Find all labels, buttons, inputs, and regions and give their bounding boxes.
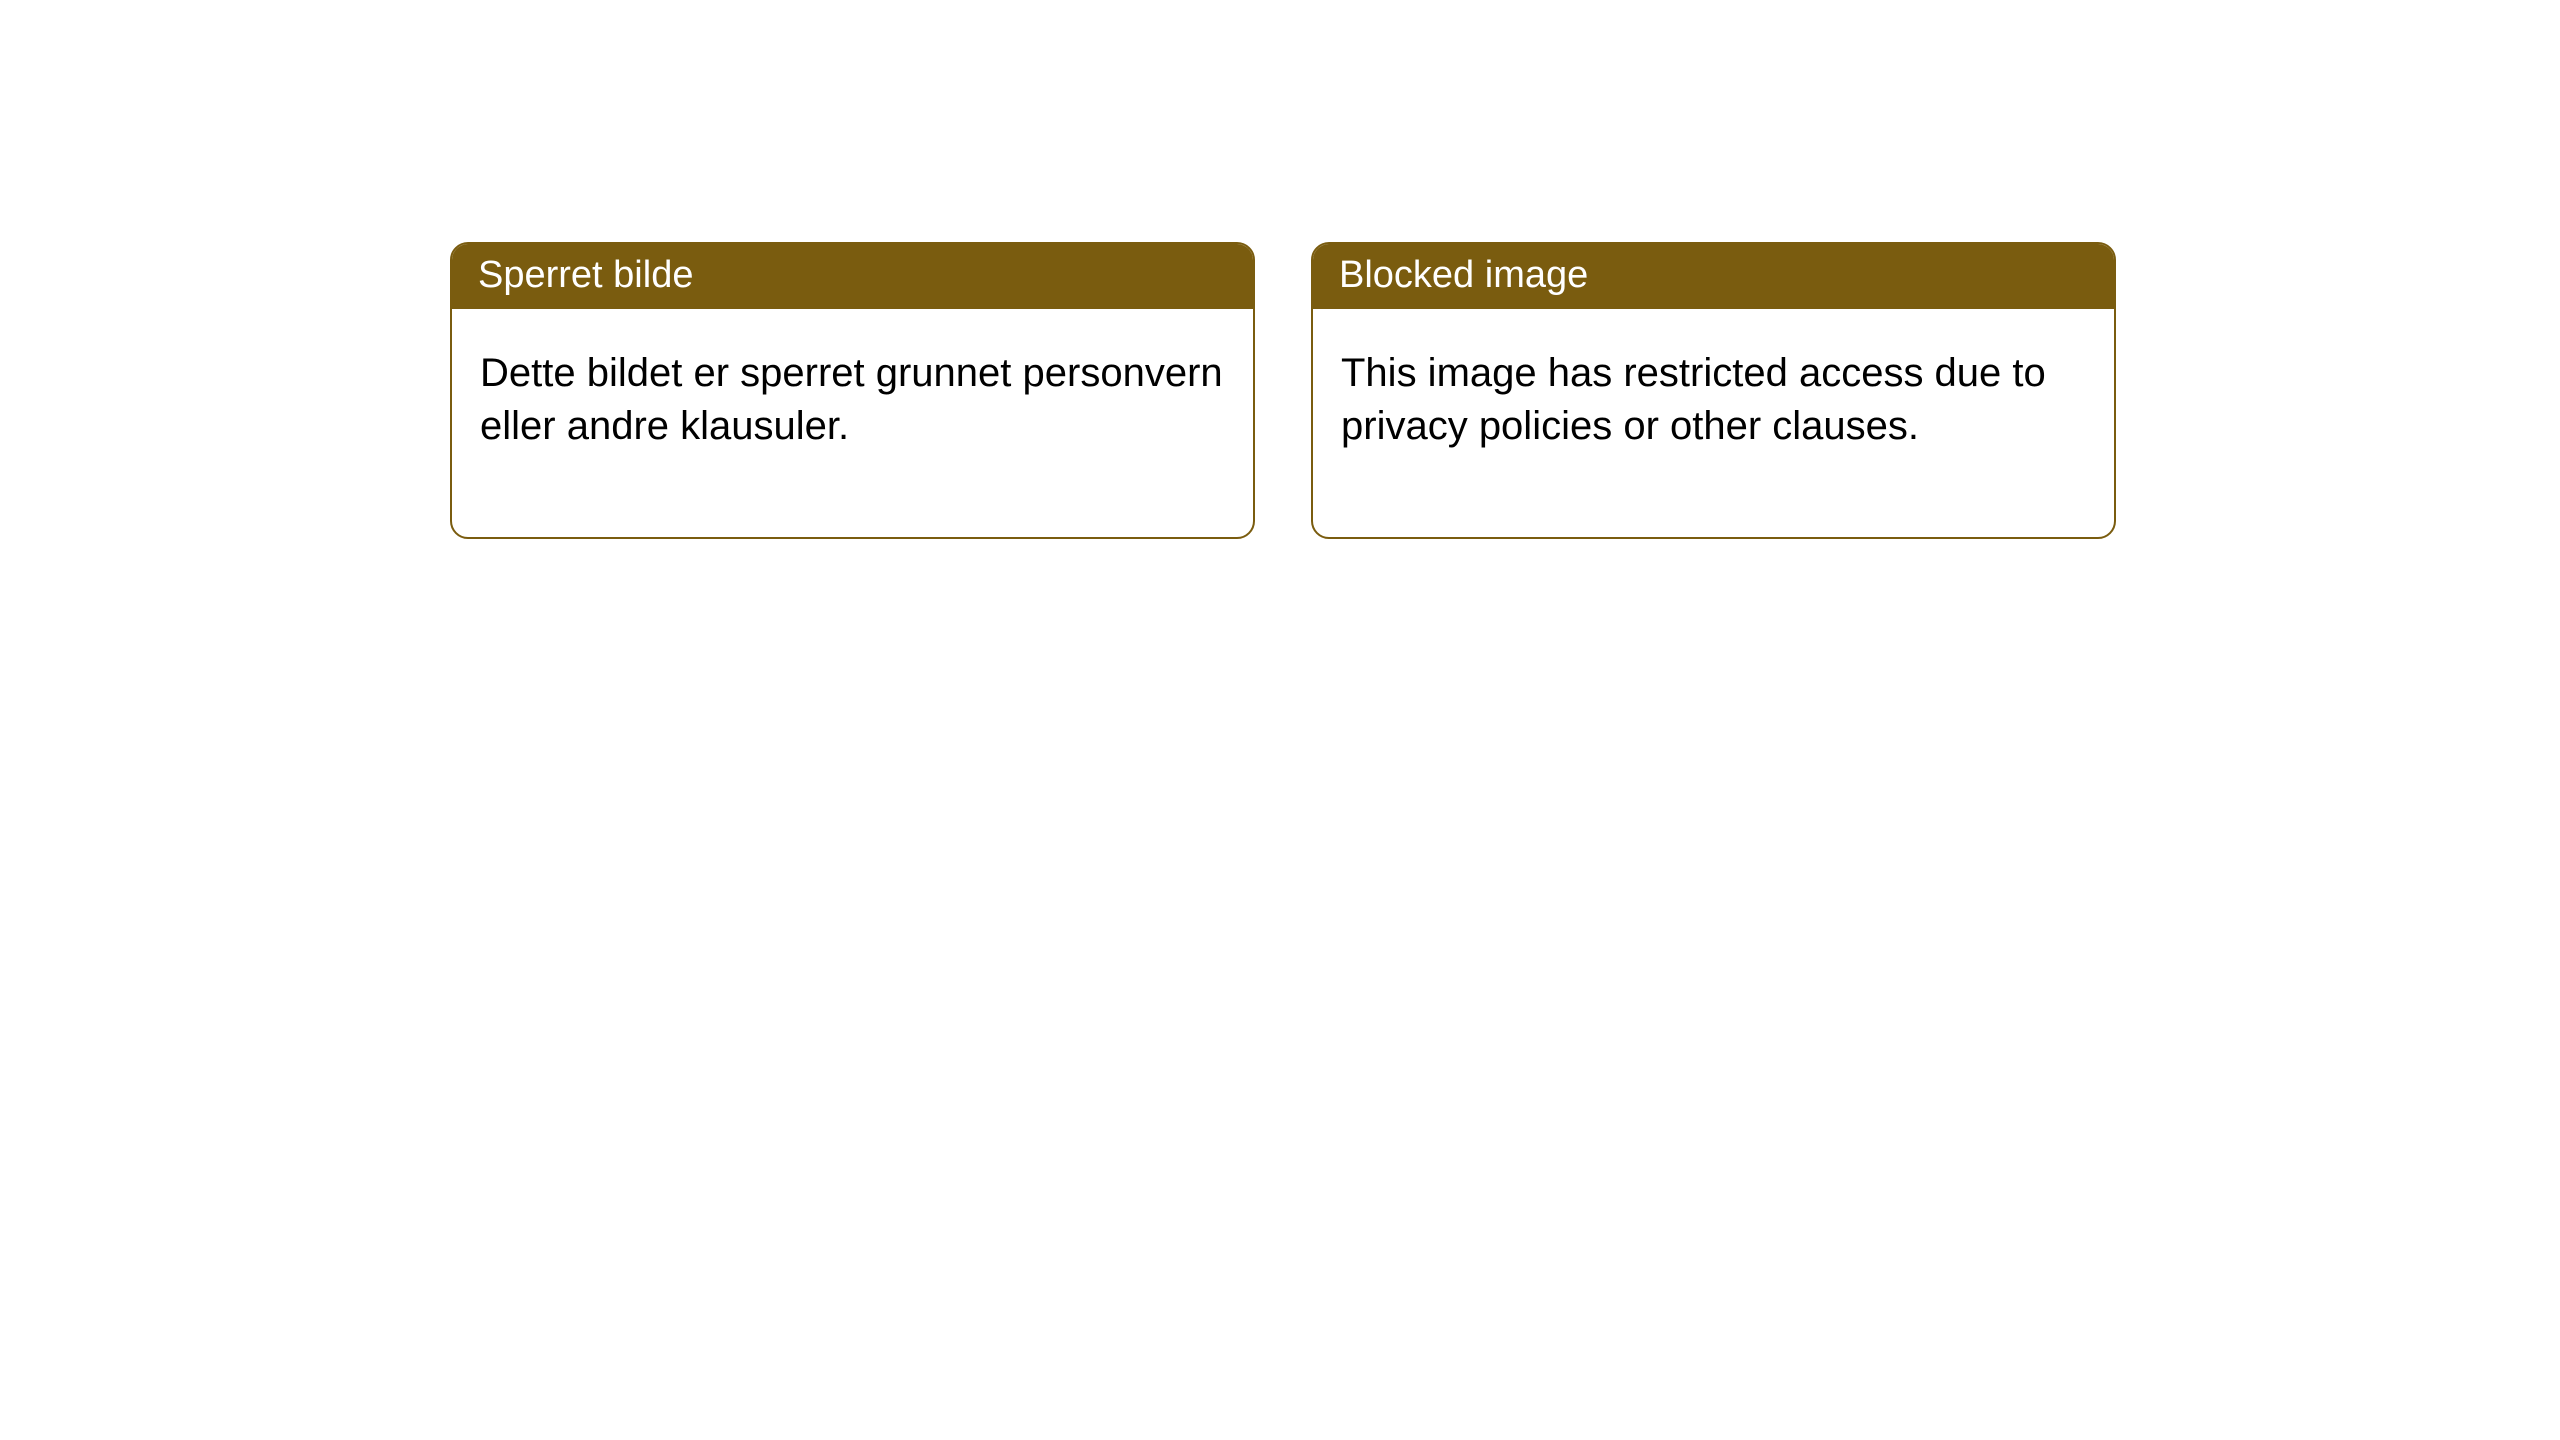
- notice-body: This image has restricted access due to …: [1313, 309, 2114, 537]
- notice-container: Sperret bilde Dette bildet er sperret gr…: [0, 0, 2560, 539]
- notice-title: Blocked image: [1313, 244, 2114, 309]
- notice-card-norwegian: Sperret bilde Dette bildet er sperret gr…: [450, 242, 1255, 539]
- notice-body: Dette bildet er sperret grunnet personve…: [452, 309, 1253, 537]
- notice-title: Sperret bilde: [452, 244, 1253, 309]
- notice-card-english: Blocked image This image has restricted …: [1311, 242, 2116, 539]
